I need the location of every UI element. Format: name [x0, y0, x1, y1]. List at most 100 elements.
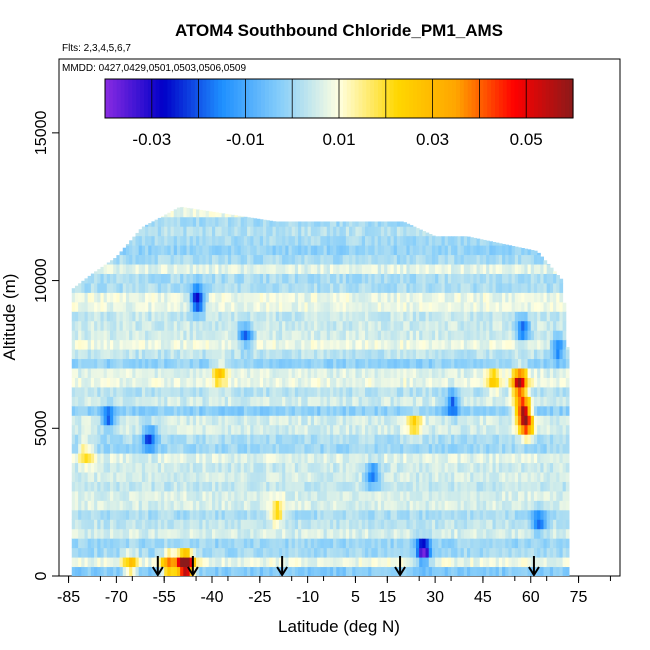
heat-cell	[336, 320, 340, 331]
heat-cell	[454, 509, 458, 520]
heat-cell	[269, 245, 274, 256]
heat-cell	[129, 557, 133, 568]
heat-cell	[489, 538, 493, 549]
heat-cell	[74, 301, 79, 312]
heat-cell	[451, 339, 455, 350]
heat-cell	[176, 226, 181, 237]
heat-cell	[384, 282, 388, 293]
heat-cell	[237, 273, 242, 284]
heat-cell	[482, 443, 487, 454]
heat-cell	[492, 424, 497, 435]
heat-cell	[205, 216, 210, 227]
heat-cell	[460, 396, 465, 407]
heat-cell	[278, 538, 283, 549]
heat-cell	[164, 396, 168, 407]
heat-cell	[170, 386, 175, 397]
heat-cell	[425, 415, 430, 426]
heat-cell	[278, 500, 283, 511]
heat-cell	[250, 415, 254, 426]
heat-cell	[78, 557, 82, 568]
heat-cell	[495, 557, 500, 568]
heat-cell	[374, 282, 379, 293]
heat-cell	[403, 222, 407, 227]
heat-cell	[269, 566, 274, 576]
heat-cell	[243, 557, 248, 568]
heat-cell	[71, 415, 76, 426]
heat-cell	[145, 301, 149, 312]
heat-cell	[304, 292, 309, 303]
heat-cell	[298, 566, 302, 576]
heat-cell	[412, 538, 417, 549]
heat-cell	[345, 472, 350, 482]
heat-cell	[400, 330, 404, 341]
heat-cell	[148, 282, 152, 293]
heat-cell	[250, 311, 254, 322]
heat-cell	[250, 405, 254, 416]
heat-cell	[441, 547, 446, 558]
heat-cell	[110, 273, 114, 284]
heat-cell	[291, 235, 296, 246]
heat-cell	[74, 396, 79, 407]
heat-cell	[431, 528, 436, 539]
heat-cell	[250, 245, 254, 256]
heat-cell	[221, 424, 226, 435]
heat-cell	[498, 453, 503, 464]
heat-cell	[132, 245, 136, 256]
heat-cell	[396, 490, 401, 501]
heat-cell	[428, 254, 433, 265]
heat-cell	[314, 566, 318, 576]
heat-cell	[428, 547, 433, 558]
heat-cell	[132, 396, 136, 407]
heat-cell	[317, 405, 321, 416]
heat-cell	[170, 453, 175, 464]
heat-cell	[380, 254, 385, 265]
heat-cell	[355, 472, 360, 482]
heat-cell	[231, 216, 235, 227]
heat-cell	[438, 519, 442, 530]
heat-cell	[125, 330, 130, 341]
heat-cell	[482, 500, 487, 511]
heat-cell	[291, 292, 296, 303]
heat-cell	[87, 396, 92, 407]
heat-cell	[473, 405, 478, 416]
heat-cell	[189, 424, 194, 435]
heat-cell	[285, 509, 289, 520]
heat-cell	[81, 490, 85, 501]
heat-cell	[390, 434, 395, 445]
heat-cell	[170, 339, 175, 350]
heat-cell	[352, 386, 356, 397]
heat-cell	[393, 509, 398, 520]
heat-cell	[317, 415, 321, 426]
heat-cell	[460, 434, 465, 445]
heat-cell	[470, 557, 474, 568]
heat-cell	[454, 434, 458, 445]
heat-cell	[259, 301, 264, 312]
heat-cell	[148, 292, 152, 303]
heat-cell	[84, 481, 89, 492]
heat-cell	[151, 528, 156, 539]
heat-cell	[431, 509, 436, 520]
heat-cell	[412, 358, 417, 369]
heat-cell	[371, 264, 376, 274]
heat-cell	[365, 415, 369, 426]
heat-cell	[482, 377, 487, 388]
heat-cell	[125, 490, 130, 501]
heat-cell	[371, 358, 376, 369]
heat-cell	[176, 462, 181, 473]
heat-cell	[294, 330, 299, 341]
heat-cell	[470, 273, 474, 284]
heat-cell	[119, 273, 124, 284]
heat-cell	[451, 405, 455, 416]
heat-cell	[368, 424, 372, 435]
heat-cell	[81, 481, 85, 492]
heat-cell	[272, 453, 277, 464]
heat-cell	[253, 245, 258, 256]
heat-cell	[435, 282, 439, 293]
heat-cell	[358, 434, 363, 445]
heat-cell	[320, 462, 325, 473]
heat-cell	[125, 405, 130, 416]
heat-cell	[161, 301, 165, 312]
heat-cell	[329, 282, 334, 293]
heat-cell	[352, 490, 356, 501]
heat-cell	[141, 339, 146, 350]
